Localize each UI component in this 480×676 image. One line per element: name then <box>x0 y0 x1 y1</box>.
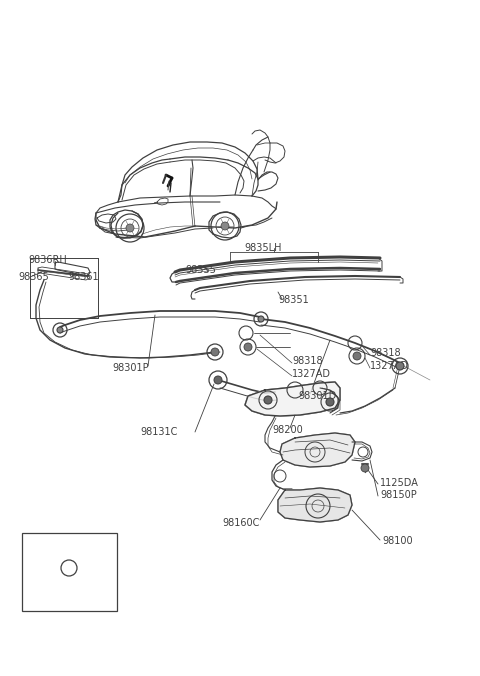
Circle shape <box>326 398 334 406</box>
Polygon shape <box>280 433 355 467</box>
Text: 98318: 98318 <box>292 356 323 366</box>
Text: 98365: 98365 <box>18 272 49 282</box>
Text: 98150P: 98150P <box>380 490 417 500</box>
Circle shape <box>57 327 63 333</box>
Circle shape <box>126 224 134 232</box>
Text: 98351: 98351 <box>278 295 309 305</box>
Text: 1125DA: 1125DA <box>380 478 419 488</box>
Text: 1327AD: 1327AD <box>370 361 409 371</box>
Polygon shape <box>245 382 340 416</box>
Text: 98160C: 98160C <box>222 518 259 528</box>
Text: 1123AC: 1123AC <box>48 538 89 548</box>
Text: 9836RH: 9836RH <box>28 255 67 265</box>
Circle shape <box>214 376 222 384</box>
Circle shape <box>211 348 219 356</box>
FancyBboxPatch shape <box>22 533 117 611</box>
Polygon shape <box>278 488 352 522</box>
Text: 9835LH: 9835LH <box>244 243 281 253</box>
Circle shape <box>396 362 404 370</box>
Circle shape <box>353 352 361 360</box>
Circle shape <box>258 316 264 322</box>
Text: 98361: 98361 <box>68 272 98 282</box>
Circle shape <box>221 222 229 230</box>
Circle shape <box>244 343 252 351</box>
Text: 98100: 98100 <box>382 536 413 546</box>
Text: 98301D: 98301D <box>298 391 336 401</box>
Text: 98355: 98355 <box>185 265 216 275</box>
Text: 98131C: 98131C <box>140 427 178 437</box>
Text: 1327AD: 1327AD <box>292 369 331 379</box>
Circle shape <box>361 464 369 472</box>
Circle shape <box>264 396 272 404</box>
Text: 98301P: 98301P <box>112 363 149 373</box>
Text: 98318: 98318 <box>370 348 401 358</box>
Text: 98200: 98200 <box>272 425 303 435</box>
